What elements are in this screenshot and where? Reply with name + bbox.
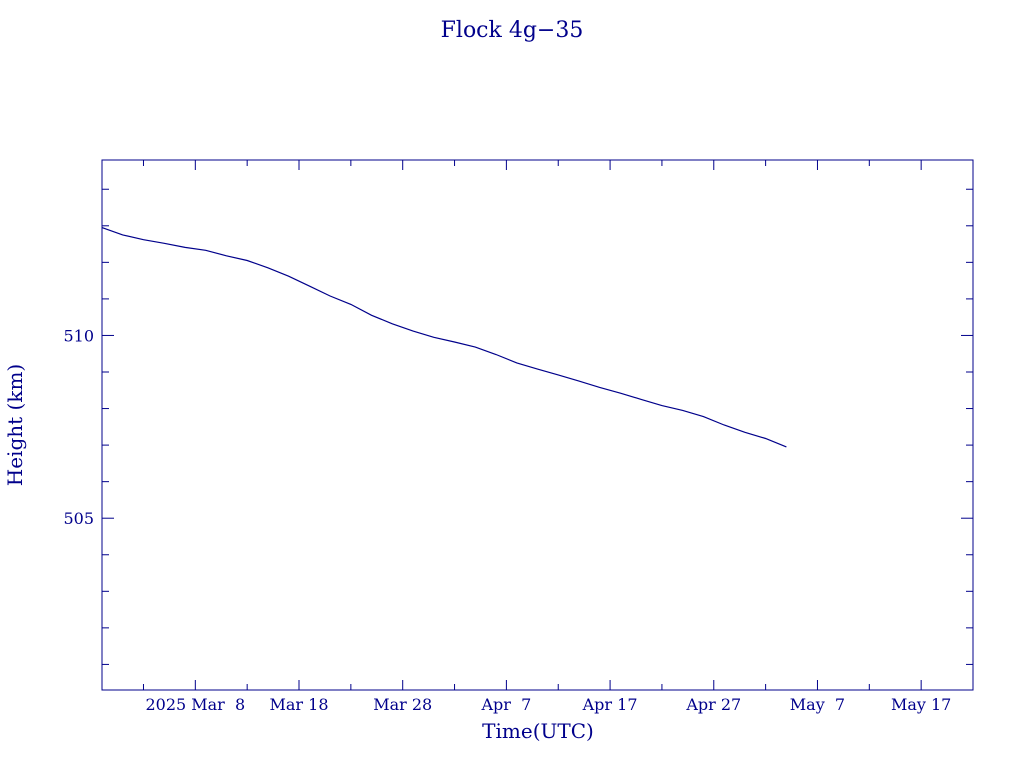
x-tick-label: Apr 7 bbox=[480, 695, 531, 714]
plot-frame bbox=[101, 159, 974, 691]
x-tick-label: Mar 28 bbox=[373, 695, 432, 714]
height-series-line bbox=[101, 227, 787, 448]
chart-title: Flock 4g−35 bbox=[441, 18, 584, 43]
y-tick-labels: 505 510 bbox=[63, 326, 94, 528]
y-tick-label: 510 bbox=[63, 326, 94, 345]
x-tick-labels: 2025 Mar 8 Mar 18 Mar 28 Apr 7 Apr 17 Apr 27 M… bbox=[145, 695, 951, 714]
x-tick-label: Apr 27 bbox=[685, 695, 741, 714]
x-tick-label: Apr 17 bbox=[582, 695, 638, 714]
x-tick-label: 2025 Mar 8 bbox=[145, 695, 245, 714]
x-tick-label: May 17 bbox=[891, 695, 951, 714]
ticks-layer bbox=[102, 160, 974, 690]
y-tick-label: 505 bbox=[63, 509, 94, 528]
x-tick-label: May 7 bbox=[790, 695, 845, 714]
y-axis-label: Height (km) bbox=[3, 364, 27, 486]
x-tick-label: Mar 18 bbox=[270, 695, 329, 714]
x-axis-label: Time(UTC) bbox=[482, 719, 594, 743]
